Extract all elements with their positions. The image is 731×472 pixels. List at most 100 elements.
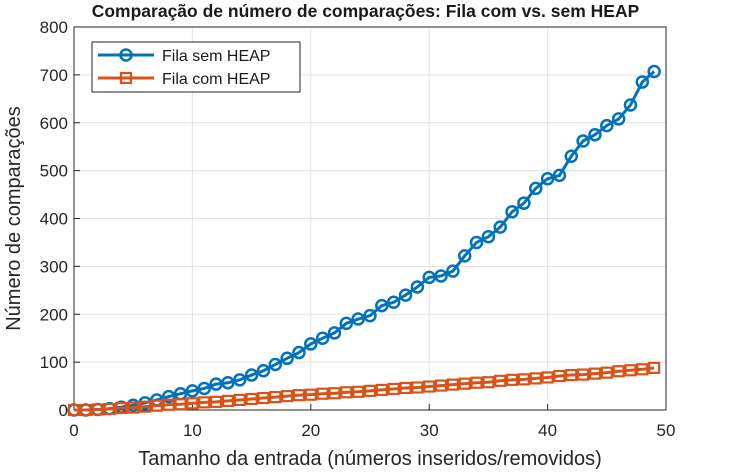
y-tick-label: 400 xyxy=(40,210,68,229)
legend-item-1: Fila sem HEAP xyxy=(98,48,270,65)
data-point xyxy=(79,403,92,417)
data-point xyxy=(340,386,353,399)
data-point xyxy=(363,384,377,397)
data-point xyxy=(481,229,496,244)
data-point xyxy=(600,366,613,379)
data-point xyxy=(387,382,400,396)
data-point xyxy=(281,390,294,403)
data-point xyxy=(446,378,459,391)
legend-marker xyxy=(119,71,133,85)
legend-item-2: Fila com HEAP xyxy=(98,71,270,88)
data-point xyxy=(386,295,401,310)
x-tick-label: 50 xyxy=(657,421,676,440)
y-tick-label: 100 xyxy=(40,353,68,372)
data-point xyxy=(588,127,602,142)
data-point xyxy=(352,385,365,398)
data-point xyxy=(198,396,211,409)
data-point xyxy=(469,235,484,250)
data-point xyxy=(636,363,649,376)
data-point xyxy=(517,196,531,210)
series-2 xyxy=(67,361,661,417)
data-point xyxy=(458,377,471,390)
series-layer xyxy=(67,64,661,417)
data-point xyxy=(304,388,317,401)
x-tick-label: 20 xyxy=(301,421,320,440)
data-point xyxy=(623,98,638,112)
data-point xyxy=(470,376,483,389)
data-point xyxy=(174,398,187,411)
data-point xyxy=(138,400,152,413)
data-point xyxy=(482,376,495,389)
data-point xyxy=(635,75,650,89)
y-tick-label: 800 xyxy=(40,18,68,37)
data-point xyxy=(304,337,318,351)
data-point xyxy=(363,308,377,323)
legend: Fila sem HEAP Fila com HEAP xyxy=(91,41,301,93)
data-point xyxy=(115,401,128,415)
data-point xyxy=(351,312,365,326)
data-point xyxy=(150,399,163,412)
data-point xyxy=(328,387,341,400)
data-point xyxy=(186,397,199,410)
data-point xyxy=(269,390,282,404)
data-point xyxy=(244,368,259,382)
data-point xyxy=(434,379,448,392)
y-tick-label: 500 xyxy=(40,162,68,181)
data-point xyxy=(375,298,389,313)
data-point xyxy=(494,374,507,387)
data-point xyxy=(552,168,567,183)
data-point xyxy=(209,395,223,408)
y-tick-label: 700 xyxy=(40,66,68,85)
data-point xyxy=(553,369,566,383)
data-point xyxy=(268,357,283,372)
data-point xyxy=(529,372,542,385)
y-tick-label: 300 xyxy=(40,257,68,276)
data-point xyxy=(197,381,211,396)
x-axis-label: Tamanho da entrada (números inseridos/re… xyxy=(138,448,602,470)
data-point xyxy=(457,249,472,263)
data-point xyxy=(529,181,543,196)
data-point xyxy=(256,363,271,378)
data-point xyxy=(493,220,507,234)
data-point xyxy=(577,368,590,381)
data-point xyxy=(398,288,413,302)
data-point xyxy=(423,380,436,393)
legend-marker xyxy=(119,48,133,62)
chart-title: Comparação de número de comparações: Fil… xyxy=(91,1,640,21)
data-point xyxy=(257,391,270,405)
data-point xyxy=(233,393,246,407)
data-point xyxy=(185,384,200,398)
data-point xyxy=(565,368,578,382)
data-point xyxy=(611,112,626,126)
data-point xyxy=(375,383,388,396)
data-point xyxy=(647,64,661,79)
data-point xyxy=(67,403,81,417)
data-point xyxy=(127,401,140,414)
y-tick-label: 600 xyxy=(40,114,68,133)
data-point xyxy=(588,367,602,380)
data-point xyxy=(103,402,116,416)
x-tick-label: 0 xyxy=(69,421,78,440)
data-point xyxy=(315,331,330,345)
data-point xyxy=(410,280,425,294)
data-point xyxy=(339,316,354,331)
legend-label: Fila com HEAP xyxy=(162,71,270,88)
legend-label: Fila sem HEAP xyxy=(162,48,270,65)
data-point xyxy=(162,398,175,411)
data-point xyxy=(434,269,448,283)
data-point xyxy=(411,381,424,394)
x-tick-label: 40 xyxy=(538,421,557,440)
x-tick-label: 10 xyxy=(183,421,202,440)
data-point xyxy=(576,134,590,148)
data-point xyxy=(245,392,258,406)
data-point xyxy=(280,351,294,366)
data-point xyxy=(541,371,554,384)
data-point xyxy=(505,205,519,219)
data-point xyxy=(564,149,579,164)
data-point xyxy=(505,373,519,386)
y-axis-label: Número de comparações xyxy=(3,106,25,331)
data-point xyxy=(233,373,247,387)
y-tick-label: 0 xyxy=(59,401,68,420)
